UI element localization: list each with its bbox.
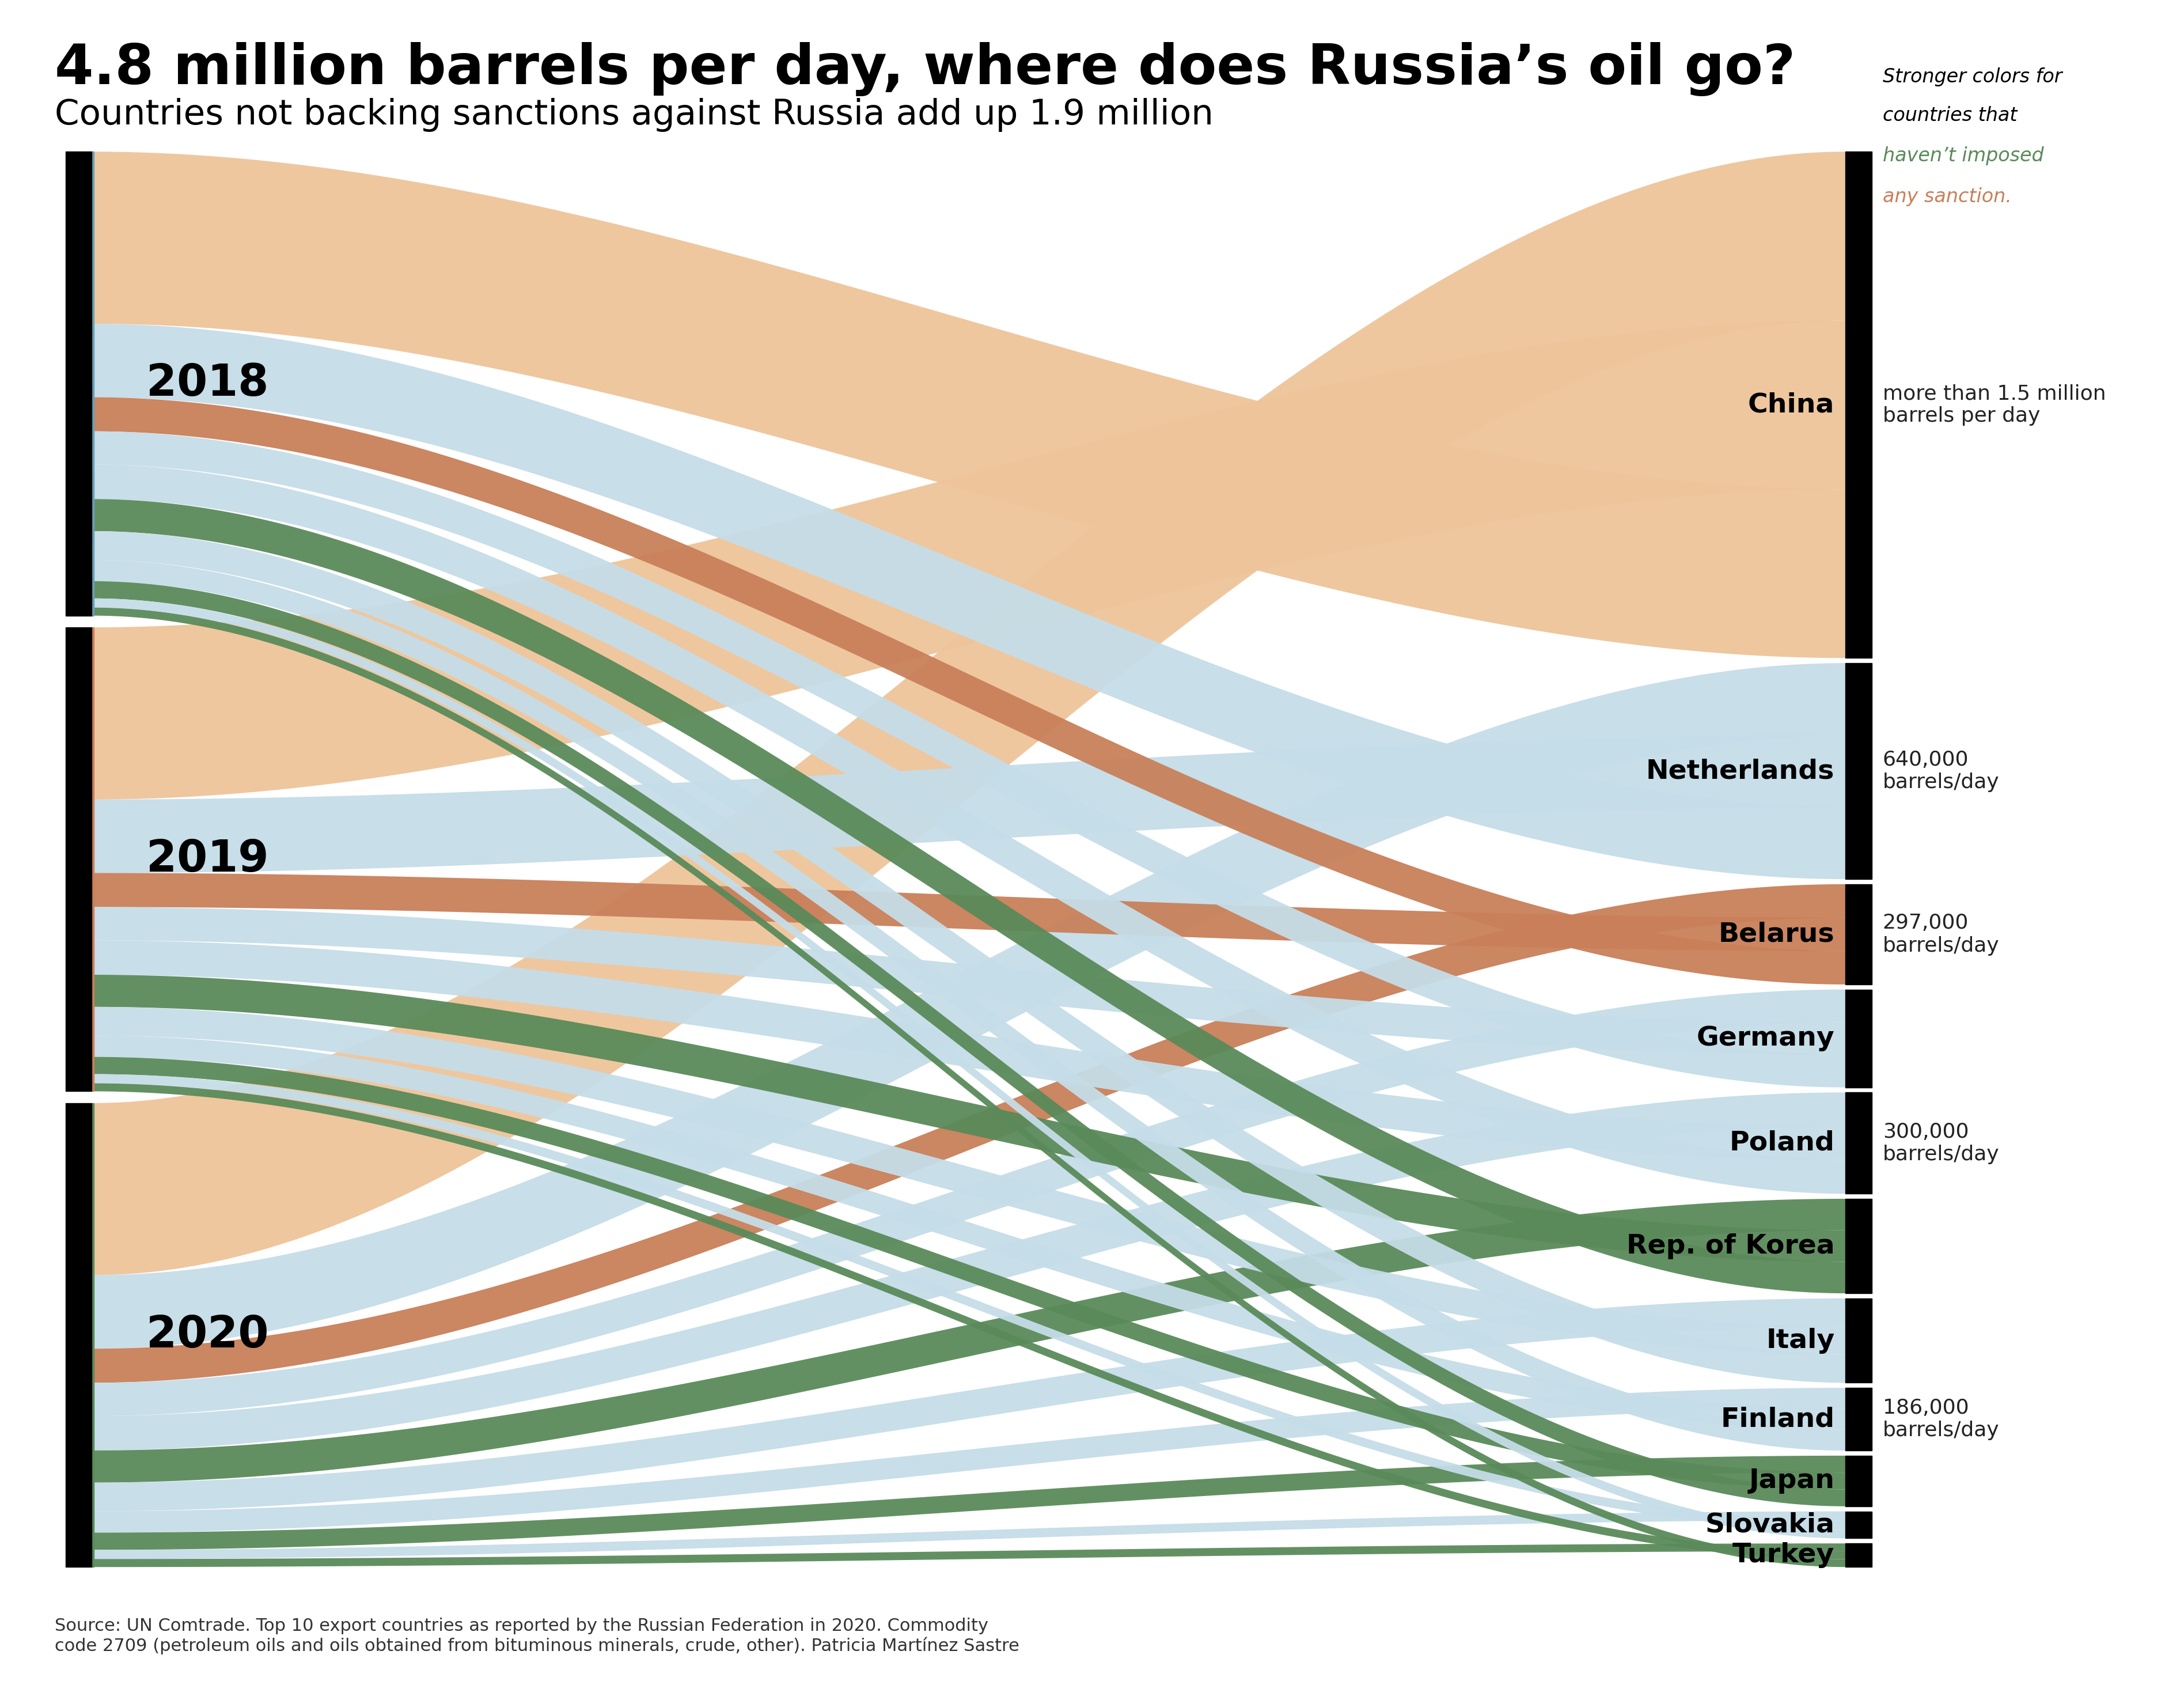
Bar <box>92 152 94 615</box>
Text: Countries not backing sanctions against Russia add up 1.9 million: Countries not backing sanctions against … <box>55 98 1214 131</box>
Polygon shape <box>92 1008 1845 1355</box>
Text: Stronger colors for: Stronger colors for <box>1883 67 2062 86</box>
Polygon shape <box>92 974 1845 1262</box>
Text: 640,000
barrels/day: 640,000 barrels/day <box>1883 750 1998 792</box>
Text: China: China <box>1747 393 1835 418</box>
Text: 2018: 2018 <box>146 362 269 404</box>
Polygon shape <box>92 398 1845 984</box>
Bar <box>66 1104 92 1567</box>
Bar <box>1845 1511 1872 1538</box>
Text: any sanction.: any sanction. <box>1883 187 2011 206</box>
Polygon shape <box>92 324 1845 880</box>
Polygon shape <box>92 559 1845 1451</box>
Bar <box>1845 1092 1872 1193</box>
Text: Turkey: Turkey <box>1732 1542 1835 1569</box>
Polygon shape <box>92 1388 1845 1533</box>
Text: Belarus: Belarus <box>1719 922 1835 947</box>
Polygon shape <box>92 735 1845 873</box>
Text: Rep. of Korea: Rep. of Korea <box>1627 1233 1835 1259</box>
Text: 4.8 million barrels per day, where does Russia’s oil go?: 4.8 million barrels per day, where does … <box>55 42 1795 96</box>
Text: Finland: Finland <box>1721 1407 1835 1432</box>
Polygon shape <box>92 531 1845 1383</box>
Text: 2020: 2020 <box>146 1314 269 1356</box>
Polygon shape <box>92 1073 1845 1530</box>
Text: Japan: Japan <box>1749 1468 1835 1495</box>
Text: Netherlands: Netherlands <box>1647 758 1835 784</box>
Polygon shape <box>92 940 1845 1159</box>
Text: Poland: Poland <box>1730 1131 1835 1156</box>
Text: Source: UN Comtrade. Top 10 export countries as reported by the Russian Federati: Source: UN Comtrade. Top 10 export count… <box>55 1618 1020 1655</box>
Polygon shape <box>92 1036 1845 1429</box>
Polygon shape <box>92 1092 1845 1451</box>
Polygon shape <box>92 1456 1845 1550</box>
Text: countries that: countries that <box>1883 106 2018 125</box>
Polygon shape <box>92 1299 1845 1511</box>
Text: more than 1.5 million
barrels per day: more than 1.5 million barrels per day <box>1883 384 2105 426</box>
Polygon shape <box>92 465 1845 1193</box>
Bar <box>66 152 92 615</box>
Text: haven’t imposed: haven’t imposed <box>1883 147 2044 165</box>
Polygon shape <box>92 608 1845 1567</box>
Bar <box>66 627 92 1092</box>
Polygon shape <box>92 581 1845 1506</box>
Polygon shape <box>92 1198 1845 1483</box>
Text: 2019: 2019 <box>146 837 269 881</box>
Text: 186,000
barrels/day: 186,000 barrels/day <box>1883 1399 1998 1441</box>
Bar <box>92 627 94 1092</box>
Text: Italy: Italy <box>1767 1328 1835 1353</box>
Bar <box>1845 885 1872 984</box>
Polygon shape <box>92 499 1845 1294</box>
Polygon shape <box>92 873 1845 950</box>
Bar <box>1845 1198 1872 1294</box>
Polygon shape <box>92 1083 1845 1559</box>
Polygon shape <box>92 431 1845 1087</box>
Bar <box>1845 989 1872 1087</box>
Text: 300,000
barrels/day: 300,000 barrels/day <box>1883 1122 1998 1164</box>
Text: Slovakia: Slovakia <box>1706 1511 1835 1538</box>
Polygon shape <box>92 989 1845 1415</box>
Bar <box>92 1104 94 1567</box>
Polygon shape <box>92 152 1845 659</box>
Text: 297,000
barrels/day: 297,000 barrels/day <box>1883 913 1998 955</box>
Bar <box>1845 1543 1872 1567</box>
Polygon shape <box>92 152 1845 1276</box>
Polygon shape <box>92 1056 1845 1490</box>
Bar <box>1845 1299 1872 1383</box>
Bar <box>1845 664 1872 880</box>
Polygon shape <box>92 907 1845 1055</box>
Bar <box>1845 1456 1872 1506</box>
Polygon shape <box>92 664 1845 1348</box>
Polygon shape <box>92 885 1845 1383</box>
Polygon shape <box>92 598 1845 1538</box>
Polygon shape <box>92 1543 1845 1567</box>
Bar <box>1845 152 1872 659</box>
Polygon shape <box>92 1511 1845 1559</box>
Bar <box>1845 1388 1872 1451</box>
Polygon shape <box>92 320 1845 799</box>
Text: Germany: Germany <box>1697 1026 1835 1051</box>
